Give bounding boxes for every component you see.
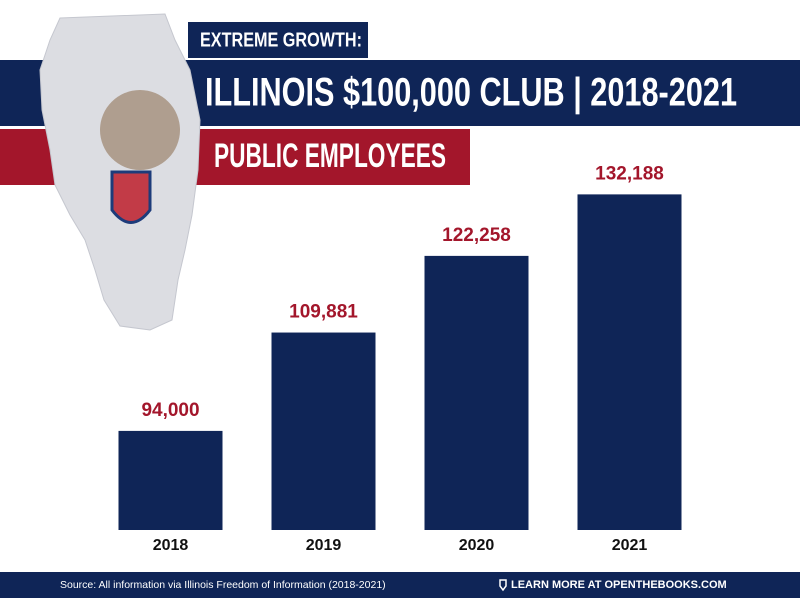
bar bbox=[118, 430, 223, 530]
footer bbox=[0, 572, 800, 598]
kicker: EXTREME GROWTH: bbox=[200, 29, 362, 51]
x-tick-label: 2020 bbox=[459, 537, 495, 554]
source: Source: All information via Illinois Fre… bbox=[60, 579, 386, 591]
value-label: 109,881 bbox=[289, 302, 358, 323]
chart-title: ILLINOIS $100,000 CLUB | 2018-2021 bbox=[205, 71, 737, 115]
x-tick-label: 2019 bbox=[306, 537, 342, 554]
bar bbox=[577, 194, 682, 530]
value-label: 132,188 bbox=[595, 163, 664, 184]
kicker-box bbox=[188, 22, 368, 58]
value-label: 94,000 bbox=[141, 400, 199, 421]
eagle bbox=[100, 90, 180, 170]
link[interactable]: LEARN MORE AT OPENTHEBOOKS.COM bbox=[511, 579, 727, 591]
chart-subtitle: PUBLIC EMPLOYEES bbox=[214, 137, 446, 175]
shield bbox=[110, 170, 152, 224]
value-label: 122,258 bbox=[442, 225, 511, 246]
bar bbox=[424, 255, 529, 531]
x-tick-label: 2021 bbox=[612, 537, 648, 554]
x-tick-label: 2018 bbox=[153, 537, 189, 554]
shield-icon bbox=[499, 579, 507, 592]
bar bbox=[271, 332, 376, 530]
